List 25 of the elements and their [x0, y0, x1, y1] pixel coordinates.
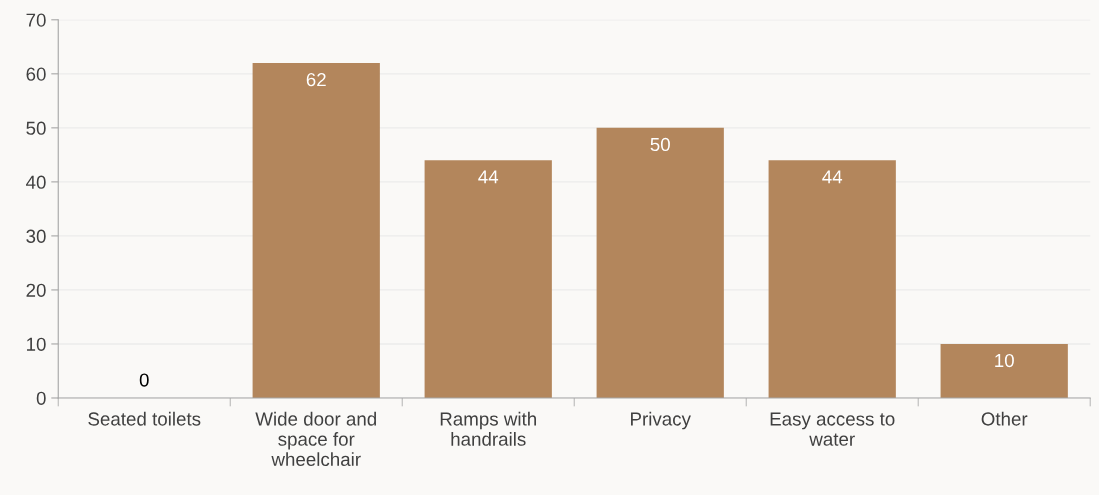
- data-label: 0: [139, 373, 149, 387]
- y-tick-label: 0: [36, 391, 46, 405]
- y-tick-label: 60: [26, 67, 46, 81]
- data-label: 10: [995, 353, 1014, 368]
- y-tick-label: 50: [26, 121, 46, 135]
- bar: [768, 160, 896, 398]
- x-tick-label: Other: [981, 411, 1028, 426]
- x-tick-label: Wide door and space for wheelchair: [255, 411, 377, 467]
- x-tick-label: Seated toilets: [88, 411, 201, 426]
- y-tick-label: 70: [26, 13, 46, 27]
- y-tick-label: 30: [26, 229, 46, 243]
- bar: [596, 127, 724, 398]
- x-tick-label: Ramps with handrails: [440, 411, 536, 446]
- y-tick-label: 20: [26, 283, 46, 297]
- bar: [940, 343, 1068, 398]
- x-tick-label: Privacy: [631, 411, 691, 430]
- x-tick-label: Easy access to water: [770, 412, 895, 446]
- data-label: 62: [306, 72, 326, 87]
- y-tick-label: 10: [27, 337, 46, 351]
- data-label: 44: [822, 170, 843, 184]
- data-label: 50: [650, 137, 670, 152]
- y-tick-label: 40: [26, 175, 46, 189]
- bar: [252, 63, 380, 398]
- data-label: 44: [478, 170, 499, 184]
- bar: [424, 160, 552, 398]
